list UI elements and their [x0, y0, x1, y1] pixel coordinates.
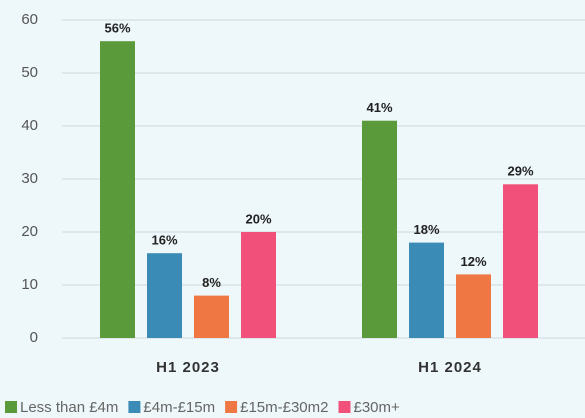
legend-label: £4m-£15m: [143, 399, 215, 416]
value-label: 41%: [366, 100, 392, 115]
bar: [241, 232, 276, 338]
bar: [409, 242, 444, 338]
value-label: 56%: [104, 21, 130, 36]
value-label: 12%: [460, 254, 486, 269]
x-tick-label: H1 2023: [156, 359, 220, 376]
y-tick-label: 50: [21, 64, 38, 81]
y-tick-label: 20: [21, 223, 38, 240]
legend-swatch: [5, 401, 17, 413]
value-label: 8%: [202, 275, 221, 290]
y-tick-label: 30: [21, 170, 38, 187]
bar: [362, 120, 397, 338]
x-tick-label: H1 2024: [418, 359, 482, 376]
y-tick-label: 60: [21, 11, 38, 28]
value-label: 20%: [245, 211, 271, 226]
legend-swatch: [225, 401, 238, 413]
bar: [147, 253, 182, 338]
legend-label: £30m+: [354, 399, 401, 416]
bar: [100, 41, 135, 338]
y-tick-label: 40: [21, 117, 38, 134]
y-tick-label: 10: [21, 276, 38, 293]
value-label: 18%: [413, 222, 439, 237]
value-label: 16%: [151, 233, 177, 248]
y-tick-label: 0: [30, 329, 38, 346]
bar: [194, 295, 229, 338]
bar: [503, 184, 538, 338]
legend-swatch: [128, 401, 141, 413]
value-label: 29%: [507, 164, 533, 179]
legend-swatch: [338, 401, 351, 413]
legend-label: £15m-£30m2: [240, 399, 328, 416]
bar: [456, 274, 491, 338]
legend-label: Less than £4m: [20, 399, 118, 416]
